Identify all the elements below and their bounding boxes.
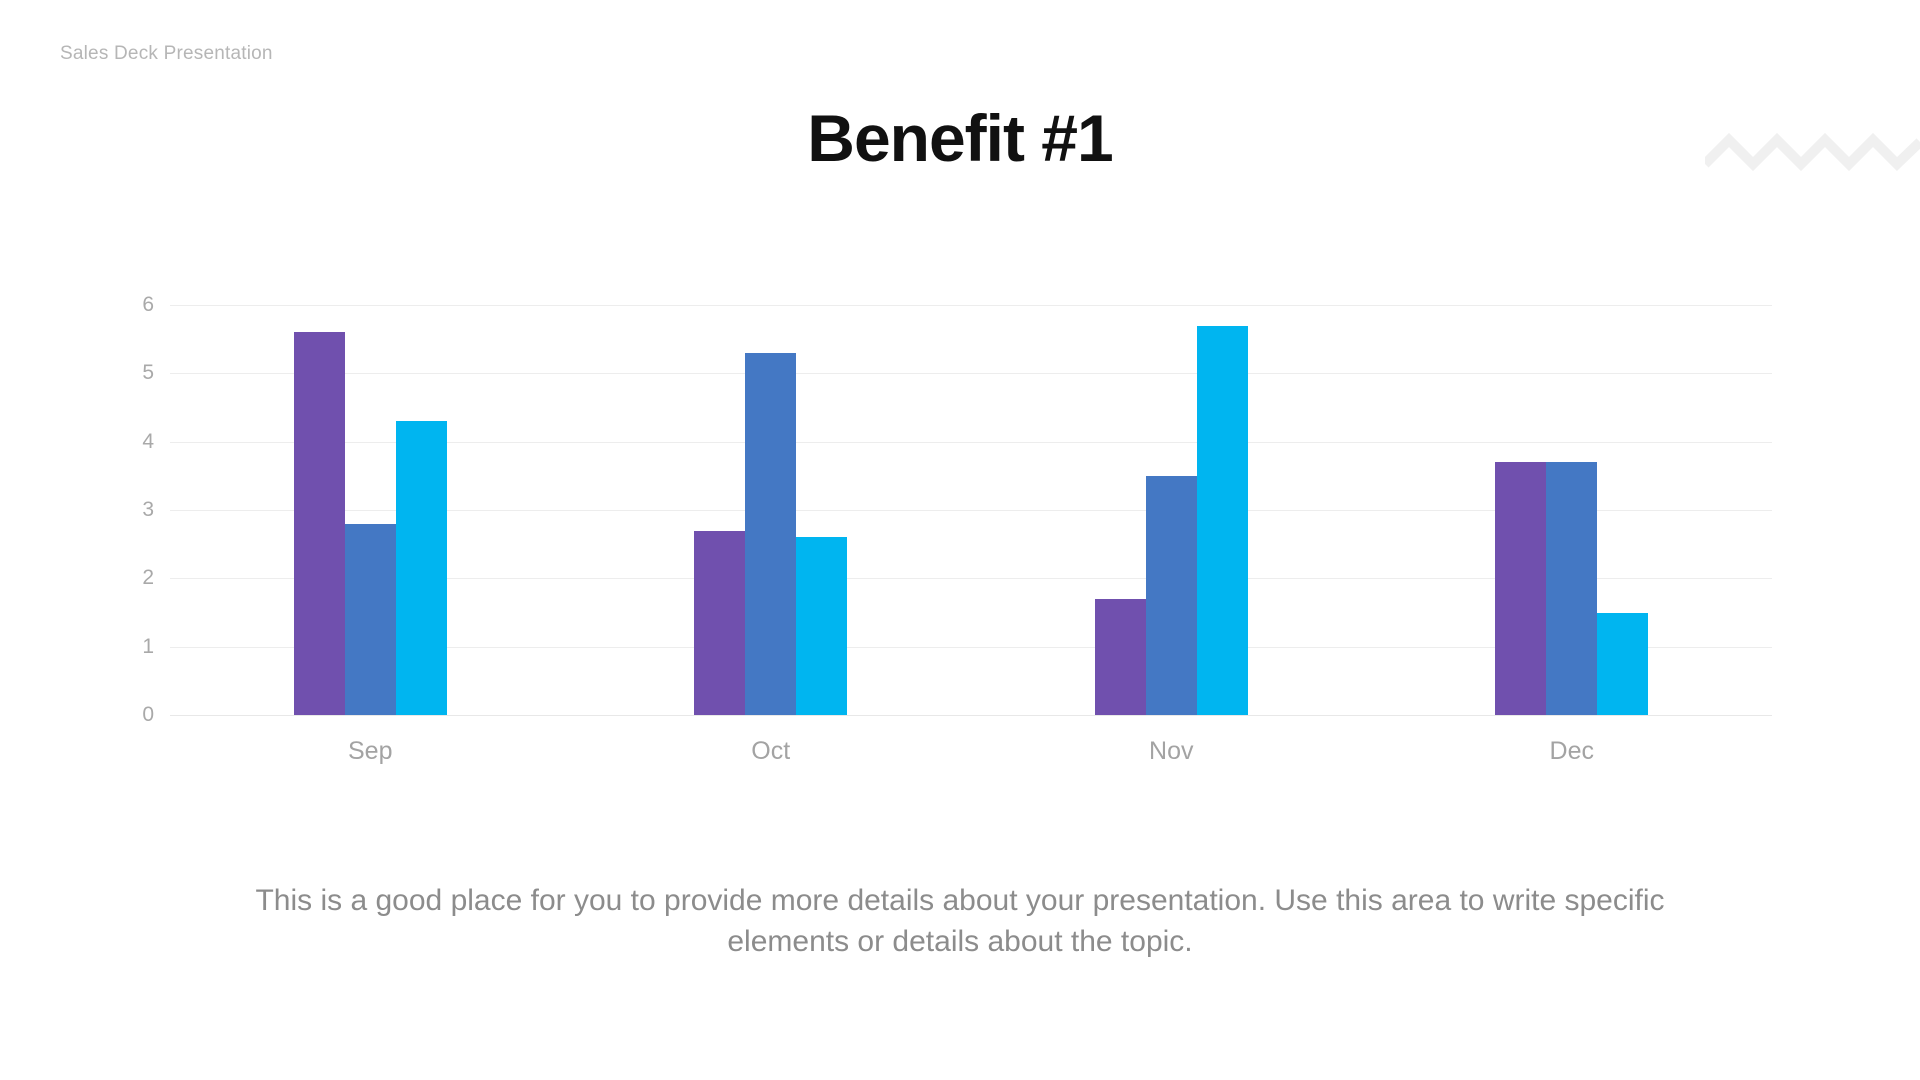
chart-bar[interactable]	[796, 537, 848, 715]
y-axis-tick-label: 3	[142, 498, 154, 521]
chart-bar[interactable]	[1495, 462, 1547, 715]
chart-bar-group: Sep	[170, 305, 571, 765]
y-axis-tick-label: 6	[142, 293, 154, 316]
chart-bar-groups: Sep Oct Nov Dec	[170, 305, 1773, 765]
x-axis-tick-label: Nov	[1149, 737, 1194, 765]
y-axis-tick-label: 1	[142, 634, 154, 658]
x-axis-tick-label: Oct	[751, 737, 791, 765]
chart-bar[interactable]	[1546, 462, 1598, 715]
chart-bar[interactable]	[395, 421, 447, 715]
chart-bar[interactable]	[1597, 612, 1649, 715]
chart-bar-group: Dec	[1372, 305, 1773, 765]
chart-bar[interactable]	[344, 523, 396, 715]
chart-gridline	[170, 510, 1772, 511]
slide-caption: This is a good place for you to provide …	[255, 884, 1665, 959]
chart-bar-group: Nov	[971, 305, 1372, 765]
chart-bar-group: Oct	[571, 305, 972, 765]
chart-gridline	[170, 373, 1772, 375]
chart-bar[interactable]	[745, 352, 797, 715]
chart-plot-area: 6 5 4 3 2 1 0 Sep Oct Nov Dec	[142, 293, 1773, 765]
y-axis-tick-label: 5	[142, 361, 154, 385]
chart-gridline	[170, 578, 1772, 580]
chart-gridline	[170, 305, 1772, 306]
page-title: Benefit #1	[807, 101, 1113, 175]
y-axis-tick-label: 0	[142, 703, 154, 726]
chart-gridline	[170, 715, 1772, 716]
bar-chart: 6 5 4 3 2 1 0 Sep Oct Nov Dec	[140, 290, 1780, 765]
chart-bar[interactable]	[1196, 325, 1248, 715]
chart-bar[interactable]	[293, 332, 345, 715]
chart-gridline	[170, 646, 1772, 648]
chart-bar[interactable]	[1094, 598, 1146, 715]
slide-eyebrow-label: Sales Deck Presentation	[60, 43, 273, 64]
chart-bar[interactable]	[694, 530, 746, 715]
chart-gridline	[170, 441, 1772, 443]
x-axis-tick-label: Sep	[348, 737, 393, 765]
chart-bar[interactable]	[1145, 475, 1197, 715]
y-axis-tick-label: 2	[142, 566, 154, 590]
x-axis-tick-label: Dec	[1549, 737, 1594, 765]
y-axis-tick-label: 4	[142, 429, 154, 453]
